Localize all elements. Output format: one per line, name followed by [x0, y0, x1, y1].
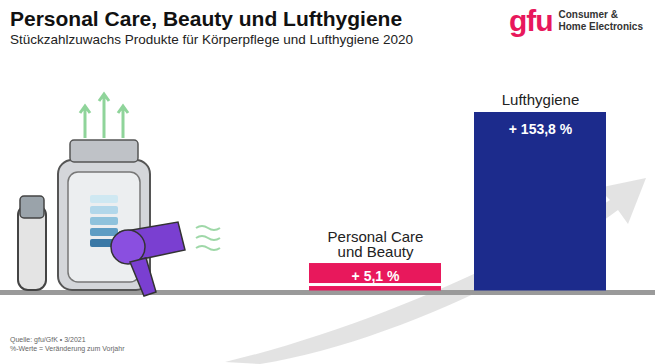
svg-text:Personal Careund Beauty: Personal Careund Beauty: [328, 228, 424, 260]
html-text:gfu: gfu: [508, 4, 553, 37]
html-text:Home Electronics: Home Electronics: [558, 21, 643, 32]
svg-text:+ 153,8 %: + 153,8 %: [509, 121, 573, 137]
html-text:Quelle: gfu/GfK • 3/2021: Quelle: gfu/GfK • 3/2021: [10, 336, 86, 343]
html-text:Stückzahlzuwachs Produkte für: Stückzahlzuwachs Produkte für Körperpfle…: [10, 32, 413, 47]
svg-text:+ 5,1 %: + 5,1 %: [352, 268, 400, 284]
html-text:%-Werte = Veränderung zum Vorj: %-Werte = Veränderung zum Vorjahr: [10, 345, 125, 352]
svg-text:Lufthygiene: Lufthygiene: [502, 91, 580, 108]
html-text:Consumer &: Consumer &: [558, 9, 618, 20]
html-text:Personal Care, Beauty und Luft: Personal Care, Beauty und Lufthygiene: [10, 7, 403, 30]
